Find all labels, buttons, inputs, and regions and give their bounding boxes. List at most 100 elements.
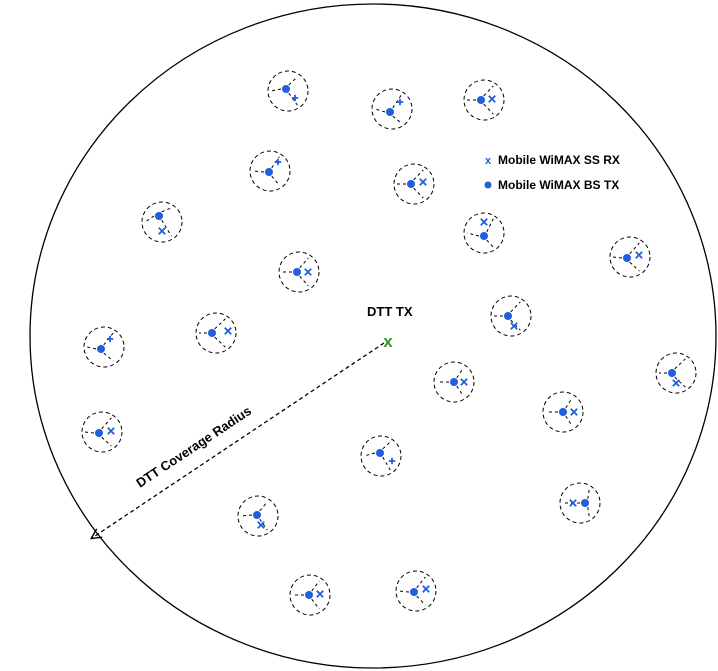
cell-sector-line xyxy=(288,76,298,86)
cell-sector-line xyxy=(466,232,480,237)
cell-sector-line xyxy=(161,207,172,213)
cell-sector-line xyxy=(259,501,268,512)
wimax-cell xyxy=(237,495,279,537)
bs-tx-marker xyxy=(265,168,273,176)
cell-sector-line xyxy=(629,242,640,255)
cell-sector-line xyxy=(398,590,410,593)
cell-sector-line xyxy=(311,580,320,592)
legend-bs-tx-label: Mobile WiMAX BS TX xyxy=(498,178,619,192)
coverage-radius-arrow xyxy=(92,342,385,538)
ss-rx-marker xyxy=(316,590,324,598)
cell-boundary xyxy=(609,236,651,278)
bs-tx-marker xyxy=(293,268,301,276)
dtt-tx-label: DTT TX xyxy=(367,304,413,319)
cell-sector-line xyxy=(86,346,97,350)
wimax-cell xyxy=(360,435,402,477)
ss-rx-marker xyxy=(570,408,578,416)
wimax-cell xyxy=(141,201,183,243)
coverage-radius-label: DTT Coverage Radius xyxy=(133,403,254,490)
cell-sector-line xyxy=(486,218,494,233)
cell-sector-line xyxy=(363,452,376,457)
cell-sector-line xyxy=(587,507,590,518)
cell-sector-line xyxy=(214,318,226,330)
ss-rx-marker xyxy=(224,327,232,335)
cell-sector-line xyxy=(101,436,112,447)
ss-rx-marker xyxy=(422,585,430,593)
cell-sector-line xyxy=(392,115,402,124)
cell-sector-line xyxy=(413,187,424,199)
bs-tx-marker xyxy=(559,408,567,416)
cell-sector-line xyxy=(144,215,155,223)
cell-boundary xyxy=(278,251,320,293)
bs-tx-marker xyxy=(407,180,415,188)
cell-sector-line xyxy=(374,108,386,113)
wimax-cell xyxy=(463,79,505,121)
wimax-cells xyxy=(81,70,697,616)
cell-sector-line xyxy=(416,595,426,606)
bs-tx-marker xyxy=(410,588,418,596)
wimax-cell xyxy=(289,574,331,616)
cell-boundary xyxy=(393,163,435,205)
cell-sector-line xyxy=(259,518,268,531)
ss-rx-marker xyxy=(304,268,312,276)
cell-sector-line xyxy=(510,301,521,313)
cell-sector-line xyxy=(629,261,640,272)
cell-sector-line xyxy=(252,170,265,173)
cell-sector-line xyxy=(587,488,590,499)
wimax-cell xyxy=(249,150,291,192)
bs-tx-marker xyxy=(623,254,631,262)
bs-tx-marker xyxy=(305,591,313,599)
cell-sector-line xyxy=(382,441,391,450)
legend-bs-tx-icon xyxy=(484,181,492,189)
ss-rx-marker xyxy=(460,378,468,386)
cell-boundary xyxy=(371,88,413,130)
cell-boundary xyxy=(433,361,475,403)
ss-rx-marker xyxy=(107,427,115,435)
cell-boundary xyxy=(267,70,309,112)
bs-tx-marker xyxy=(450,378,458,386)
cell-boundary xyxy=(655,352,697,394)
wimax-cell xyxy=(371,88,413,130)
cell-sector-line xyxy=(413,169,424,181)
bs-tx-marker xyxy=(504,312,512,320)
wimax-cell xyxy=(195,312,237,354)
ss-rx-marker xyxy=(158,227,166,235)
cell-boundary xyxy=(237,495,279,537)
cell-boundary xyxy=(81,411,123,453)
ss-rx-marker xyxy=(510,322,518,330)
dtt-tx-marker: x xyxy=(383,332,393,351)
cell-boundary xyxy=(463,212,505,254)
ss-rx-marker xyxy=(488,95,496,103)
legend-ss-rx-label: Mobile WiMAX SS RX xyxy=(498,153,620,167)
cell-boundary xyxy=(195,312,237,354)
wimax-cell xyxy=(433,361,475,403)
cell-boundary xyxy=(249,150,291,192)
cell-boundary xyxy=(83,326,125,368)
cell-sector-line xyxy=(486,239,494,248)
wimax-cell xyxy=(542,391,584,433)
legend-ss-rx-icon: x xyxy=(485,155,492,167)
cell-sector-line xyxy=(299,275,309,287)
cell-sector-line xyxy=(84,431,95,434)
cell-sector-line xyxy=(565,397,573,409)
cell-sector-line xyxy=(288,92,298,106)
wimax-cell xyxy=(609,236,651,278)
cell-sector-line xyxy=(101,417,112,430)
cell-sector-line xyxy=(271,175,280,186)
bs-tx-marker xyxy=(253,511,261,519)
cell-sector-line xyxy=(382,456,391,471)
wimax-cell xyxy=(463,212,505,254)
cell-sector-line xyxy=(270,88,282,92)
bs-tx-marker xyxy=(208,329,216,337)
legend: x Mobile WiMAX SS RX Mobile WiMAX BS TX xyxy=(484,153,620,192)
cell-sector-line xyxy=(456,367,464,379)
cell-sector-line xyxy=(674,376,686,388)
bs-tx-marker xyxy=(480,232,488,240)
ss-rx-marker xyxy=(396,98,404,106)
cell-sector-line xyxy=(161,219,172,237)
cell-sector-line xyxy=(299,257,309,269)
cell-sector-line xyxy=(565,415,573,427)
cell-boundary xyxy=(141,201,183,243)
ss-rx-marker xyxy=(106,335,114,343)
